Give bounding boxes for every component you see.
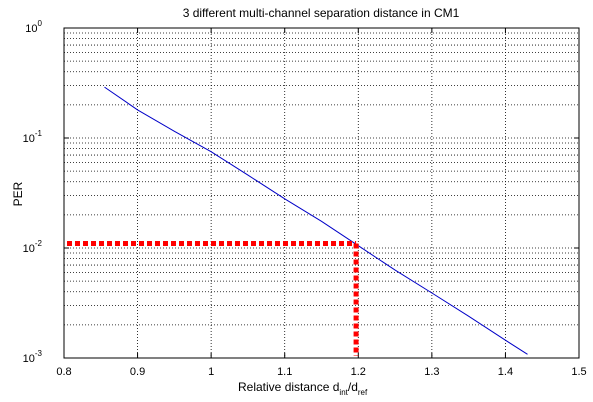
x-tick-label: 1 xyxy=(208,366,214,378)
y-tick-label: 10-1 xyxy=(23,129,43,145)
series-layer xyxy=(104,86,528,355)
grid xyxy=(64,28,579,358)
reference-lines xyxy=(67,240,359,356)
x-tick-label: 0.8 xyxy=(56,366,71,378)
x-tick-label: 1.2 xyxy=(351,366,366,378)
plot-frame xyxy=(63,27,580,359)
x-tick-label: 1.1 xyxy=(277,366,292,378)
x-axis-label: Relative distance dint/dref xyxy=(238,380,368,397)
y-tick-label: 10-2 xyxy=(23,239,43,255)
y-axis-label: PER xyxy=(11,181,25,206)
chart-title: 3 different multi-channel separation dis… xyxy=(183,6,460,20)
x-tick-label: 0.9 xyxy=(130,366,145,378)
y-tick-label: 10-3 xyxy=(23,349,43,365)
y-tick-label: 100 xyxy=(25,19,42,35)
x-tick-label: 1.4 xyxy=(498,366,513,378)
x-tick-label: 1.3 xyxy=(424,366,439,378)
series-line-1 xyxy=(104,86,528,355)
axis-ticks: 0.8 0.9 1 1.1 1.2 1.3 1.4 1.5 100 10-1 10-2 10-3 xyxy=(23,19,587,378)
x-tick-label: 1.5 xyxy=(571,366,586,378)
